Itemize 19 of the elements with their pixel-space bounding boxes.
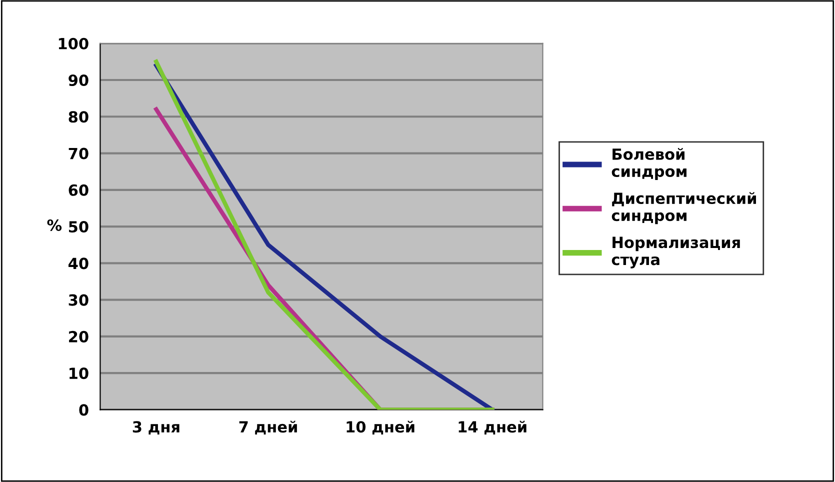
y-tick-label: 60 (68, 184, 88, 196)
y-tick-label: 40 (68, 258, 88, 270)
legend-label: Диспептический синдром (612, 192, 756, 224)
y-tick-label: 0 (79, 404, 88, 416)
x-tick-label: 10 дней (346, 420, 414, 435)
y-tick-label: 10 (70, 368, 88, 380)
x-tick-label: 14 дней (458, 420, 526, 435)
x-tick-label: 3 дня (132, 421, 180, 435)
legend-label: Болевой синдром (612, 148, 686, 180)
y-tick-label: 50 (69, 221, 88, 233)
y-tick-label: 20 (69, 330, 88, 342)
y-tick-label: 80 (68, 111, 88, 123)
legend-label: Нормализация стула (612, 236, 740, 268)
y-tick-label: 100 (58, 38, 88, 50)
y-tick-label: 70 (68, 148, 88, 160)
x-tick-label: 7 дней (239, 420, 297, 435)
y-tick-label: 30 (68, 294, 88, 306)
y-tick-label: 90 (68, 74, 88, 86)
y-axis-title: % (47, 219, 62, 231)
